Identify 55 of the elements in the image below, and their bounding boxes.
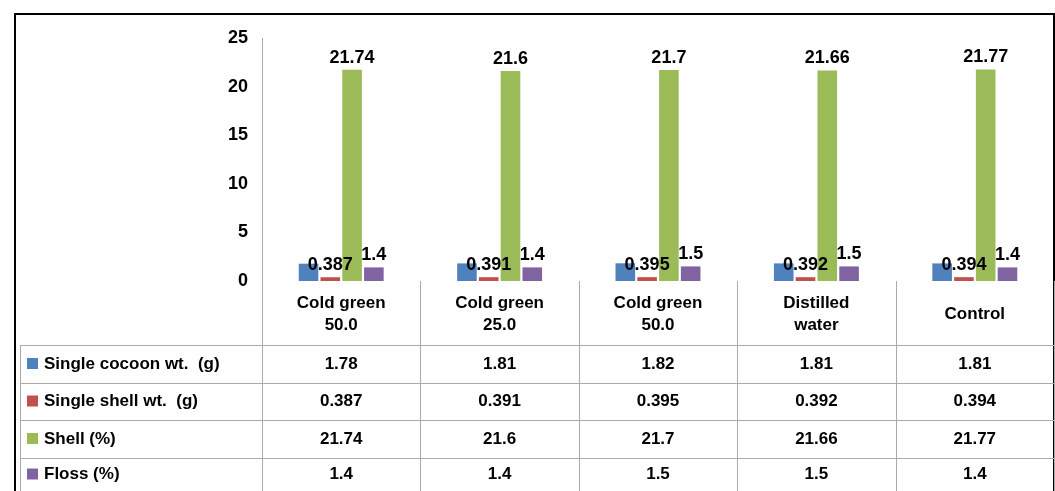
bar xyxy=(680,266,701,281)
data-label: 0.395 xyxy=(636,391,680,411)
bar xyxy=(795,277,816,281)
bar xyxy=(954,277,974,281)
data-label: 1.5 xyxy=(804,464,829,484)
legend-label: Floss (%) xyxy=(44,464,120,484)
data-label: 1.4 xyxy=(329,464,354,484)
bar xyxy=(364,267,384,281)
y-tick-label: 0 xyxy=(237,269,248,290)
text: 21.7 xyxy=(651,47,687,68)
y-tick-label: 10 xyxy=(227,172,248,193)
data-label: 1.82 xyxy=(641,353,675,373)
legend-label: Shell (%) xyxy=(44,428,116,448)
bar xyxy=(522,267,543,281)
data-label: 21.7 xyxy=(641,428,675,448)
y-tick-label: 15 xyxy=(227,124,248,145)
data-label: 1.4 xyxy=(962,464,988,484)
x-tick-label: Distilled water xyxy=(783,292,850,334)
data-label: 21.77 xyxy=(953,428,997,448)
text: 1.5 xyxy=(836,243,862,264)
legend-label: Single shell wt. (g) xyxy=(44,391,198,411)
bar xyxy=(637,277,657,281)
data-label: 1.5 xyxy=(646,464,670,484)
bar xyxy=(478,277,499,281)
data-label: 1.78 xyxy=(324,353,358,373)
x-tick-label: Cold green 25.0 xyxy=(455,292,544,334)
text: 21.6 xyxy=(492,48,529,69)
data-label: 21.66 xyxy=(795,428,838,448)
bar xyxy=(320,277,341,281)
bar xyxy=(997,267,1018,281)
text: 21.77 xyxy=(963,46,1009,67)
data-label: 0.392 xyxy=(795,391,838,411)
legend-label: Single cocoon wt. (g) xyxy=(44,353,220,373)
text: 1.4 xyxy=(361,244,387,265)
data-label: 1.81 xyxy=(958,353,992,373)
bar xyxy=(839,266,859,281)
text: 1.4 xyxy=(519,244,545,265)
data-label: 21.6 xyxy=(483,428,517,448)
data-label: 21.74 xyxy=(319,428,364,448)
y-tick-label: 5 xyxy=(237,221,248,242)
data-label: 1.4 xyxy=(487,464,512,484)
x-tick-label: Cold green 50.0 xyxy=(296,292,386,334)
x-tick-label: Cold green 50.0 xyxy=(613,292,703,334)
text: 1.4 xyxy=(994,244,1020,265)
data-label: 1.81 xyxy=(483,353,517,373)
data-label: 1.81 xyxy=(799,353,833,373)
text: 21.74 xyxy=(329,46,375,67)
data-label: 0.394 xyxy=(953,391,997,411)
y-tick-label: 25 xyxy=(227,26,248,47)
y-tick-label: 20 xyxy=(227,75,248,96)
data-label: 0.387 xyxy=(319,391,363,411)
x-tick-label: Control xyxy=(944,303,1006,323)
text: 1.5 xyxy=(678,243,704,264)
text: 21.66 xyxy=(804,47,850,68)
data-label: 0.391 xyxy=(478,391,521,411)
